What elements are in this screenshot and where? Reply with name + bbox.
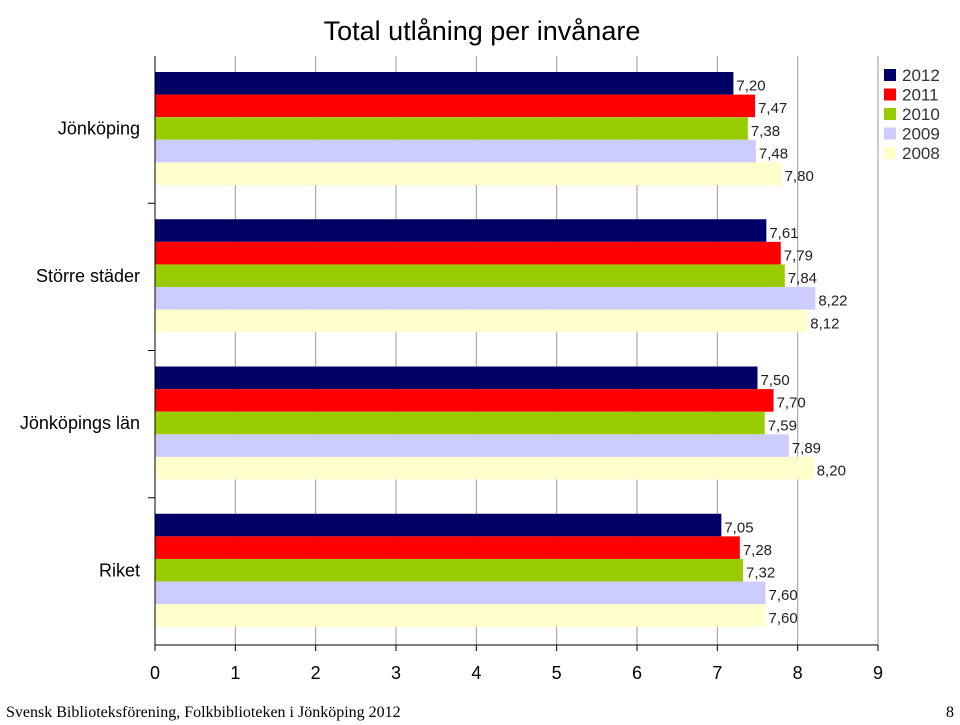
bar bbox=[155, 72, 734, 95]
bar bbox=[155, 513, 722, 537]
data-label: 7,47 bbox=[758, 100, 787, 117]
data-label: 7,80 bbox=[785, 168, 814, 185]
x-tick-label: 9 bbox=[873, 663, 883, 683]
legend-swatch bbox=[884, 127, 896, 140]
x-tick-label: 5 bbox=[552, 663, 562, 683]
bar bbox=[155, 604, 766, 627]
bar bbox=[155, 536, 740, 559]
bar bbox=[155, 434, 789, 457]
data-label: 7,61 bbox=[769, 225, 798, 242]
data-label: 7,79 bbox=[784, 247, 813, 264]
x-tick-label: 2 bbox=[311, 663, 321, 683]
x-tick-label: 0 bbox=[150, 663, 160, 683]
bar bbox=[155, 241, 781, 265]
legend-swatch bbox=[884, 147, 896, 159]
bar bbox=[155, 456, 814, 480]
legend-swatch bbox=[884, 88, 896, 101]
bars: 7,20 7,47 7,38 7,48 7,80 7,61 7,79 7,848,22 8,12… bbox=[155, 72, 848, 627]
category-label: Jönköping bbox=[58, 119, 140, 139]
x-tick-label: 8 bbox=[793, 663, 803, 683]
data-label: 7,28 bbox=[743, 542, 772, 559]
bar bbox=[155, 389, 774, 412]
data-label: 7,05 bbox=[724, 519, 753, 536]
x-tick-label: 7 bbox=[712, 663, 722, 683]
bar bbox=[155, 264, 785, 288]
data-label: 7,48 bbox=[759, 145, 788, 162]
bar bbox=[155, 581, 766, 605]
bar bbox=[155, 139, 756, 163]
legend-label: 2011 bbox=[902, 86, 939, 105]
data-label: 7,50 bbox=[761, 372, 790, 389]
bar bbox=[155, 219, 767, 242]
page-number: 8 bbox=[946, 704, 954, 721]
bar bbox=[155, 287, 816, 310]
data-label: 7,84 bbox=[788, 270, 817, 287]
bar bbox=[155, 94, 756, 118]
legend-label: 2008 bbox=[902, 144, 940, 163]
x-tick-label: 3 bbox=[391, 663, 401, 683]
category-label: Större städer bbox=[36, 266, 140, 286]
data-label: 7,89 bbox=[792, 440, 821, 457]
legend-label: 2012 bbox=[902, 66, 940, 85]
category-label: Riket bbox=[99, 560, 140, 580]
x-tick-label: 6 bbox=[632, 663, 642, 683]
data-label: 8,22 bbox=[818, 293, 847, 310]
bar-chart: Total utlåning per invånare 7,20 7,47 7,38… bbox=[20, 16, 940, 683]
bar bbox=[155, 366, 758, 390]
data-label: 7,32 bbox=[746, 565, 775, 582]
chart-title: Total utlåning per invånare bbox=[324, 16, 641, 46]
axes: 0 1 2 3 4 5 6 7 8 9 Jönköping Större städer Jönköpin… bbox=[20, 56, 883, 683]
legend-label: 2009 bbox=[902, 125, 940, 144]
category-label: Jönköpings län bbox=[20, 413, 140, 433]
bar bbox=[155, 558, 744, 582]
bar bbox=[155, 411, 765, 435]
x-tick-label: 4 bbox=[471, 663, 481, 683]
legend-label: 2010 bbox=[902, 105, 940, 124]
bar bbox=[155, 162, 782, 185]
footer-source: Svensk Biblioteksförening, Folkbibliotek… bbox=[6, 704, 401, 721]
legend-swatch bbox=[884, 108, 896, 120]
x-tick-label: 1 bbox=[230, 663, 240, 683]
bar bbox=[155, 309, 808, 333]
data-label: 7,70 bbox=[777, 395, 806, 412]
legend-swatch bbox=[884, 69, 896, 81]
data-label: 7,38 bbox=[751, 123, 780, 140]
data-label: 7,59 bbox=[768, 417, 797, 434]
data-label: 8,12 bbox=[810, 315, 839, 332]
data-label: 7,60 bbox=[769, 587, 798, 604]
bar bbox=[155, 117, 748, 140]
data-label: 7,60 bbox=[769, 610, 798, 627]
data-label: 7,20 bbox=[736, 78, 765, 95]
data-label: 8,20 bbox=[817, 463, 846, 480]
